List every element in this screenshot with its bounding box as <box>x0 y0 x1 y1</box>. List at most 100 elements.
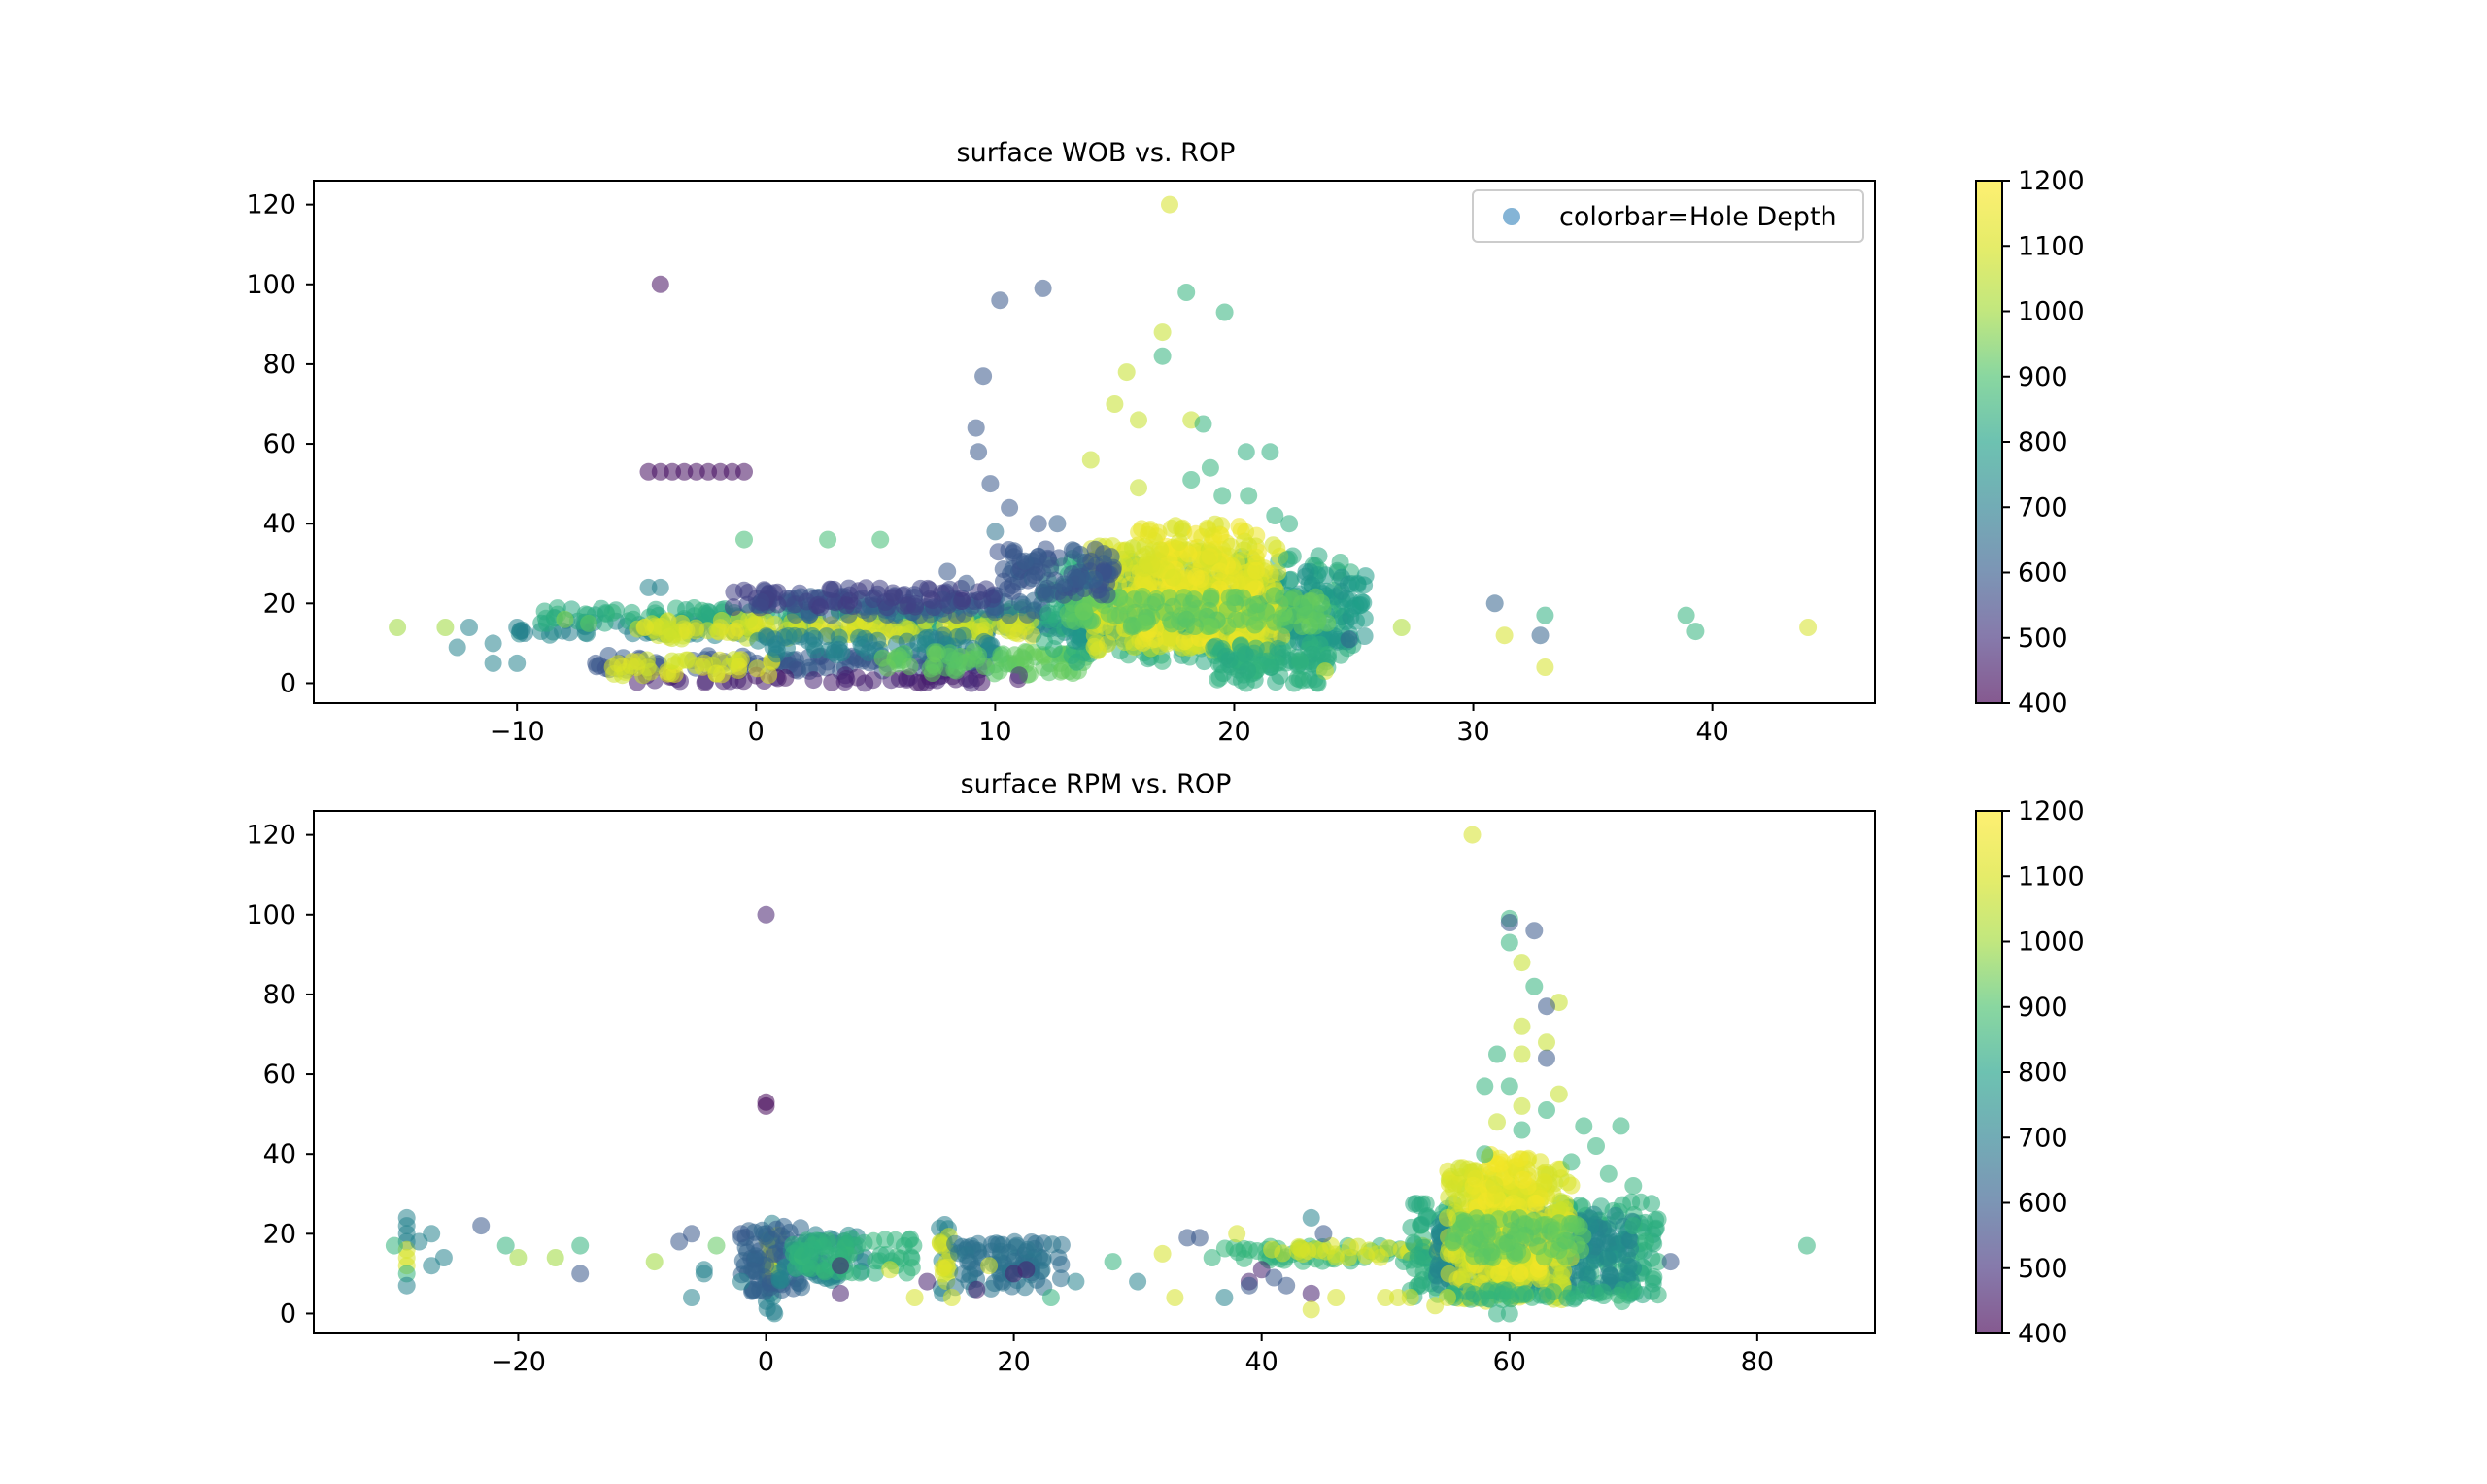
colorbar-tick-label: 700 <box>2018 1123 2068 1153</box>
scatter-point <box>1268 539 1286 557</box>
scatter-point <box>1463 826 1482 844</box>
scatter-point <box>1594 1283 1613 1301</box>
scatter-point <box>1476 1145 1494 1164</box>
rpm-rop-axes-frame <box>313 810 1876 1334</box>
scatter-point <box>1493 1153 1512 1171</box>
scatter-point <box>1401 1289 1419 1306</box>
scatter-point <box>532 614 551 632</box>
scatter-point <box>811 598 830 617</box>
x-tick-label: 60 <box>1493 1347 1526 1377</box>
scatter-point <box>1186 618 1204 635</box>
scatter-point <box>1116 595 1135 614</box>
scatter-point <box>1164 568 1182 587</box>
colorbar-top-ticks: 400 500 600 700 800 900 1000 1100 1200 <box>2002 166 2085 719</box>
colorbar-tick-label: 1100 <box>2018 231 2085 261</box>
scatter-point <box>1043 1235 1062 1254</box>
colorbar-bottom-gradient <box>1975 810 2003 1334</box>
scatter-point <box>1130 479 1147 497</box>
scatter-point <box>901 658 919 676</box>
scatter-point <box>1632 1193 1650 1211</box>
scatter-point <box>410 1232 428 1251</box>
scatter-point <box>556 610 574 628</box>
scatter-point <box>1490 1265 1509 1283</box>
scatter-point <box>1499 1287 1517 1305</box>
scatter-point <box>1464 1176 1482 1195</box>
scatter-point <box>1221 537 1240 556</box>
scatter-point <box>1302 1284 1320 1302</box>
scatter-point <box>1488 1304 1506 1323</box>
scatter-point <box>1052 1256 1071 1273</box>
scatter-point <box>1004 582 1022 600</box>
scatter-point <box>961 1253 979 1271</box>
scatter-point <box>1052 1269 1070 1288</box>
scatter-point <box>1413 1216 1431 1234</box>
scatter-point <box>711 462 730 481</box>
scatter-point <box>1478 1237 1496 1256</box>
scatter-point <box>1202 587 1220 605</box>
scatter-point <box>735 530 753 549</box>
scatter-point <box>970 647 988 664</box>
scatter-point <box>1248 1242 1266 1260</box>
scatter-point <box>683 1289 700 1306</box>
scatter-point <box>1511 1184 1529 1202</box>
scatter-point <box>1278 1276 1296 1295</box>
scatter-point <box>1414 1229 1432 1247</box>
scatter-point <box>1201 618 1219 635</box>
scatter-point <box>1236 645 1254 663</box>
scatter-point <box>1316 566 1335 585</box>
scatter-point <box>1048 515 1067 533</box>
scatter-point <box>1061 611 1079 629</box>
scatter-point <box>389 619 407 636</box>
scatter-point <box>1295 598 1313 617</box>
scatter-point <box>1514 1170 1532 1189</box>
colorbar-tick-label: 400 <box>2018 1319 2068 1349</box>
scatter-point <box>1099 635 1116 653</box>
scatter-point <box>986 523 1005 541</box>
scatter-point <box>1545 1283 1562 1301</box>
scatter-point <box>1637 1232 1655 1251</box>
scatter-point <box>1071 632 1089 651</box>
scatter-point <box>1535 1173 1553 1192</box>
scatter-point <box>645 1253 664 1271</box>
scatter-point <box>1211 562 1229 581</box>
scatter-point <box>1513 1096 1531 1115</box>
scatter-point <box>1444 1180 1462 1197</box>
scatter-point <box>1500 933 1518 952</box>
scatter-point <box>1524 1212 1543 1230</box>
scatter-point <box>1538 1101 1555 1119</box>
scatter-point <box>734 581 753 599</box>
scatter-point <box>1237 443 1255 461</box>
scatter-point <box>1246 548 1265 566</box>
scatter-point <box>760 666 778 684</box>
scatter-point <box>1500 1304 1518 1323</box>
scatter-point <box>1018 1240 1037 1259</box>
scatter-point <box>1010 666 1028 685</box>
scatter-point <box>1132 590 1150 609</box>
scatter-point <box>1190 1229 1209 1247</box>
scatter-point <box>423 1225 441 1243</box>
scatter-point <box>804 636 823 655</box>
y-tick-label: 40 <box>263 509 296 539</box>
scatter-point <box>1624 1280 1643 1298</box>
scatter-point <box>1085 570 1104 589</box>
scatter-point <box>1525 922 1544 940</box>
y-tick-label: 40 <box>263 1139 296 1169</box>
scatter-point <box>1230 518 1248 536</box>
scatter-point <box>871 530 890 549</box>
x-tick-label: 10 <box>978 717 1011 747</box>
scatter-point <box>546 1249 564 1266</box>
scatter-point <box>1100 604 1118 623</box>
scatter-point <box>1467 1214 1485 1232</box>
scatter-point <box>1488 1113 1506 1131</box>
scatter-point <box>1799 619 1818 636</box>
scatter-point <box>1513 1121 1531 1139</box>
scatter-point <box>801 1248 819 1266</box>
scatter-point <box>1609 1244 1627 1263</box>
colorbar-tick-label: 500 <box>2018 624 2068 654</box>
scatter-point <box>1514 1245 1531 1264</box>
scatter-point <box>1161 195 1178 214</box>
scatter-point <box>651 578 669 596</box>
colorbar-tick-label: 1000 <box>2018 297 2085 327</box>
scatter-point <box>1624 1177 1643 1195</box>
scatter-point <box>903 1259 921 1277</box>
